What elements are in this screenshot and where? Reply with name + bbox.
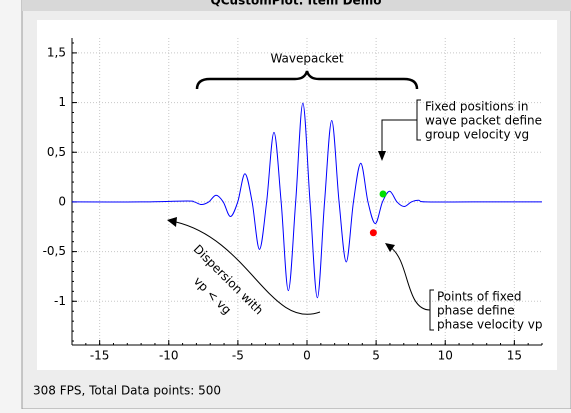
window-title: QCustomPlot: Item Demo <box>211 0 382 8</box>
bracket <box>389 246 434 331</box>
x-tick-label: 5 <box>372 349 380 363</box>
y-tick-label: -1 <box>54 294 66 308</box>
x-tick-label: 0 <box>303 349 311 363</box>
arrow-head <box>378 151 386 161</box>
y-tick-label: 1,5 <box>47 45 66 59</box>
arrow-head <box>167 217 177 227</box>
annotation: phase velocity vp <box>437 318 542 332</box>
annotation: Wavepacket <box>270 52 343 66</box>
curved-arrow <box>175 221 321 315</box>
title-bar <box>22 0 571 11</box>
brace <box>195 70 419 90</box>
annotation: group velocity vg <box>425 128 529 142</box>
tracer <box>369 229 377 237</box>
x-tick-label: 10 <box>438 349 453 363</box>
x-tick-label: 15 <box>507 349 522 363</box>
y-tick-label: -0,5 <box>43 244 66 258</box>
annotation: Points of fixed <box>437 290 522 304</box>
x-tick-label: -15 <box>90 349 110 363</box>
y-tick-label: 0,5 <box>47 145 66 159</box>
y-tick-label: 0 <box>58 194 66 208</box>
annotation: wave packet define <box>425 114 542 128</box>
x-tick-label: -5 <box>232 349 244 363</box>
y-tick-label: 1 <box>58 95 66 109</box>
tracer <box>379 190 387 198</box>
annotation: phase define <box>437 304 515 318</box>
bracket <box>381 99 421 152</box>
status-text: 308 FPS, Total Data points: 500 <box>33 384 221 398</box>
x-tick-label: -10 <box>159 349 179 363</box>
annotation: Fixed positions in <box>425 100 528 114</box>
arrow-head <box>385 243 395 252</box>
wave-line <box>71 102 542 299</box>
